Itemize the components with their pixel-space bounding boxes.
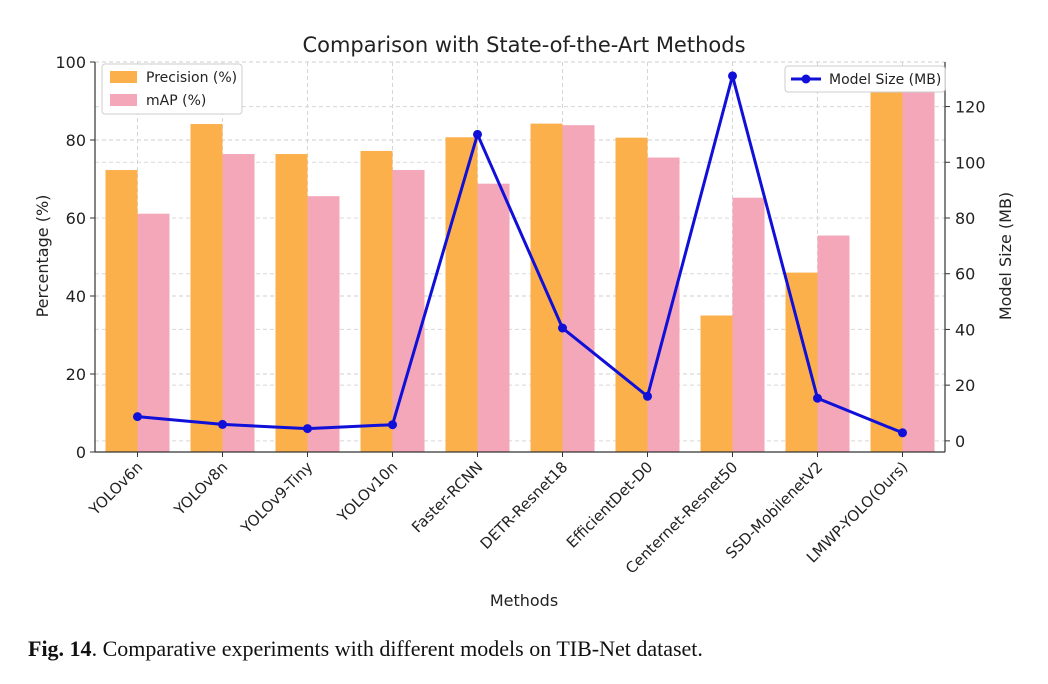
bar-map	[222, 154, 255, 453]
left-y-ticks: 0 20 40 60 80 100	[55, 53, 95, 462]
y2-tick-label: 120	[955, 98, 986, 117]
model-size-point	[218, 419, 227, 429]
left-y-axis-label: Percentage (%)	[33, 195, 52, 318]
y-tick-label: 20	[66, 365, 86, 384]
right-y-axis-label: Model Size (MB)	[996, 192, 1015, 320]
bar-map	[477, 183, 510, 452]
y-tick-label: 0	[76, 443, 86, 462]
legend-line: Model Size (MB)	[784, 65, 946, 93]
bar-precision	[105, 170, 138, 452]
bar-map	[307, 196, 340, 452]
x-tick-label: EfficientDet-D0	[563, 458, 656, 551]
bar-map	[817, 235, 850, 452]
x-tick-label: Faster-RCNN	[408, 458, 486, 536]
legend-bars: Precision (%) mAP (%)	[101, 63, 243, 115]
axes	[94, 62, 946, 453]
legend-swatch-precision	[110, 71, 137, 83]
x-tick-label: YOLOv9-Tiny	[237, 458, 317, 538]
y2-tick-label: 20	[955, 376, 975, 395]
model-size-point	[813, 393, 822, 403]
model-size-point	[558, 323, 567, 333]
bar-precision	[360, 150, 393, 453]
legend-marker	[801, 74, 811, 84]
bars	[105, 81, 935, 453]
caption-text: . Comparative experiments with different…	[91, 636, 703, 661]
y-tick-label: 40	[66, 287, 86, 306]
chart-title: Comparison with State-of-the-Art Methods	[302, 33, 745, 57]
model-size-point	[133, 412, 142, 422]
model-size-point	[898, 428, 907, 438]
y-tick-label: 60	[66, 209, 86, 228]
legend-label-model-size: Model Size (MB)	[829, 72, 941, 88]
x-tick-label: YOLOv6n	[85, 458, 146, 519]
bar-map	[732, 197, 765, 452]
bar-precision	[615, 137, 648, 452]
legend-swatch-map	[110, 94, 137, 106]
x-tick-label: YOLOv8n	[170, 458, 231, 519]
model-size-point	[303, 424, 312, 434]
bar-map	[647, 157, 680, 453]
y2-tick-label: 80	[955, 209, 975, 228]
y2-tick-label: 100	[955, 153, 986, 172]
figure-caption: Fig. 14. Comparative experiments with di…	[28, 636, 703, 662]
x-tick-label: DETR-Resnet18	[477, 458, 572, 553]
bar-map	[902, 81, 935, 452]
y2-tick-label: 60	[955, 265, 975, 284]
y-tick-label: 80	[66, 131, 86, 150]
bar-precision	[275, 154, 308, 453]
model-size-polyline	[137, 74, 904, 435]
model-size-point	[643, 391, 652, 401]
right-y-ticks: 0 20 40 60 80 100 120	[945, 98, 986, 451]
caption-label: Fig. 14	[28, 636, 92, 661]
legend-label-precision: Precision (%)	[146, 70, 237, 86]
bar-precision	[870, 81, 903, 452]
bar-map	[137, 213, 170, 452]
model-size-point	[473, 129, 482, 139]
legend-label-map: mAP (%)	[146, 93, 206, 109]
model-size-point	[728, 71, 737, 81]
y2-tick-label: 0	[955, 432, 965, 451]
y-tick-label: 100	[55, 53, 86, 72]
bar-precision	[530, 123, 563, 453]
x-tick-label: YOLOv10n	[333, 458, 401, 526]
model-size-point	[388, 420, 397, 430]
x-axis-label: Methods	[490, 591, 558, 610]
model-size-line	[133, 71, 907, 438]
y2-tick-label: 40	[955, 320, 975, 339]
x-tick-labels: YOLOv6n YOLOv8n YOLOv9-Tiny YOLOv10n Faster-…	[85, 452, 911, 577]
bar-map	[562, 125, 595, 453]
bar-precision	[190, 124, 223, 452]
bar-precision	[700, 315, 733, 452]
